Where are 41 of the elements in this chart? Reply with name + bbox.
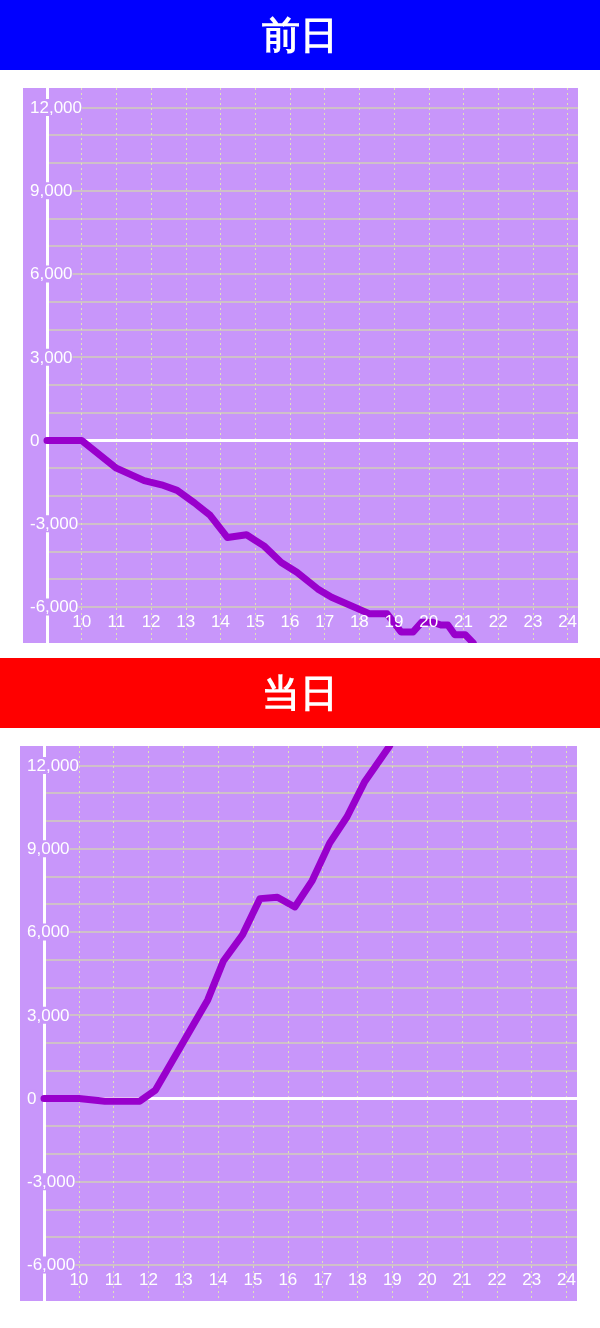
y-tick-label: 3,000: [27, 1005, 70, 1025]
y-tick-label: 0: [30, 430, 40, 450]
x-tick-label: 16: [278, 1270, 298, 1289]
x-tick-label: 19: [384, 612, 404, 631]
x-tick-label: 18: [348, 1270, 367, 1289]
x-tick-label: 17: [313, 1270, 333, 1289]
x-tick-label: 24: [557, 1270, 577, 1289]
x-tick-label: 18: [349, 612, 369, 631]
x-tick-label: 22: [487, 1270, 507, 1289]
x-tick-label: 16: [280, 612, 300, 631]
x-tick-label: 14: [208, 1270, 228, 1289]
x-tick-label: 23: [523, 612, 543, 631]
x-tick-label: 11: [104, 1270, 123, 1289]
x-tick-label: 22: [488, 612, 508, 631]
y-tick-label: 12,000: [27, 755, 79, 775]
y-tick-label: 9,000: [30, 181, 73, 201]
y-tick-label: 12,000: [30, 97, 82, 117]
y-tick-label: 6,000: [30, 264, 73, 284]
x-tick-label: 21: [454, 612, 473, 631]
x-tick-label: 21: [452, 1270, 472, 1289]
x-tick-label: 13: [176, 612, 196, 631]
chart-title: 前日: [0, 0, 600, 70]
x-tick-label: 15: [245, 612, 265, 631]
y-tick-label: 9,000: [27, 839, 70, 859]
x-tick-label: 12: [139, 1270, 158, 1289]
x-tick-label: 20: [417, 1270, 437, 1289]
x-tick-label: 17: [315, 612, 335, 631]
x-tick-label: 12: [141, 612, 161, 631]
y-tick-label: -3,000: [30, 514, 79, 534]
x-tick-label: 15: [243, 1270, 263, 1289]
x-tick-label: 13: [173, 1270, 193, 1289]
x-tick-label: 19: [382, 1270, 402, 1289]
chart-title: 当日: [0, 658, 600, 728]
y-tick-label: 0: [27, 1088, 37, 1108]
y-tick-label: 3,000: [30, 347, 73, 367]
x-tick-label: 23: [522, 1270, 542, 1289]
x-tick-label: 11: [107, 612, 126, 631]
y-tick-label: 6,000: [27, 922, 70, 942]
x-tick-label: 24: [558, 612, 578, 631]
y-tick-label: -3,000: [27, 1172, 76, 1192]
x-tick-label: 14: [211, 612, 230, 631]
